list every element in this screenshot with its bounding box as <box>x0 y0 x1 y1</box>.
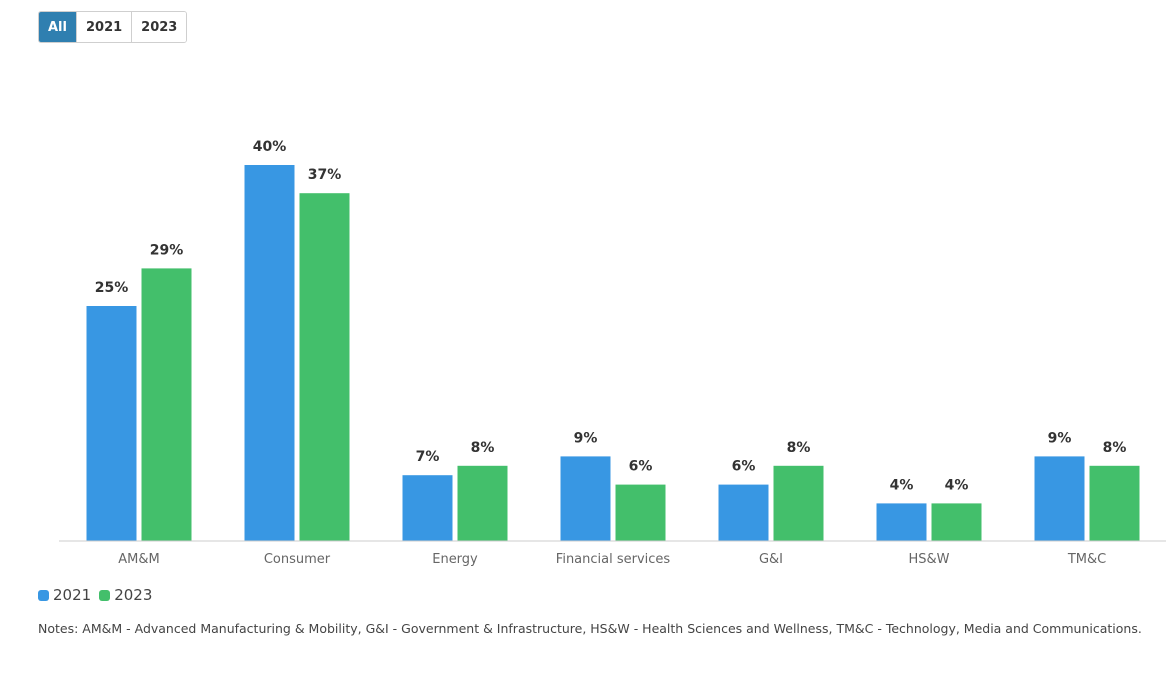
data-label-am-m-2021: 25% <box>95 280 129 296</box>
x-tick-label-financial-services: Financial services <box>556 552 671 567</box>
x-tick-label-am-m: AM&M <box>118 552 159 567</box>
data-labels-layer: 25% 29% 40% 37% 7% 8% 9% 6% 6% 8% 4% 4% 9% 8% <box>95 139 1127 493</box>
data-label-tm-c-2021: 9% <box>1048 430 1072 446</box>
bar-financial-services-2023[interactable] <box>615 484 666 541</box>
data-label-consumer-2023: 37% <box>308 167 342 183</box>
year-filter-group: All 2021 2023 <box>38 11 188 43</box>
x-tick-label-consumer: Consumer <box>264 552 331 567</box>
data-label-energy-2021: 7% <box>416 449 440 465</box>
bar-energy-2021[interactable] <box>402 475 453 541</box>
bar-chart: 25% 29% 40% 37% 7% 8% 9% 6% 6% 8% 4% 4% 9% 8% AM&M Con… <box>59 139 1166 567</box>
bar-g-i-2023[interactable] <box>773 465 824 541</box>
x-tick-label-energy: Energy <box>432 552 478 567</box>
filter-2021-button[interactable]: 2021 <box>76 12 133 42</box>
filter-2023-button[interactable]: 2023 <box>132 12 187 42</box>
legend-item-2023[interactable]: 2023 <box>99 586 152 604</box>
legend-item-2021[interactable]: 2021 <box>38 586 91 604</box>
bar-tm-c-2023[interactable] <box>1089 465 1140 541</box>
bar-am-m-2023[interactable] <box>141 268 192 541</box>
x-axis-ticks: AM&M Consumer Energy Financial services G&I H… <box>118 552 1106 567</box>
bar-hs-w-2021[interactable] <box>876 503 927 541</box>
data-label-financial-services-2023: 6% <box>629 459 653 475</box>
legend-label-2023: 2023 <box>114 586 153 604</box>
legend-swatch-2021 <box>38 589 49 601</box>
x-tick-label-hs-w: HS&W <box>908 552 949 567</box>
x-tick-label-g-i: G&I <box>759 552 783 567</box>
legend-label-2021: 2021 <box>53 586 92 604</box>
data-label-tm-c-2023: 8% <box>1103 440 1127 456</box>
data-label-g-i-2021: 6% <box>732 459 756 475</box>
bar-hs-w-2023[interactable] <box>931 503 982 541</box>
bar-tm-c-2021[interactable] <box>1034 456 1085 541</box>
bar-g-i-2021[interactable] <box>718 484 769 541</box>
data-label-energy-2023: 8% <box>471 440 495 456</box>
legend-swatch-2023 <box>99 589 111 601</box>
data-label-consumer-2021: 40% <box>253 139 287 155</box>
bar-consumer-2021[interactable] <box>244 165 295 541</box>
filter-all-button[interactable]: All <box>39 12 77 42</box>
bar-am-m-2021[interactable] <box>86 306 137 541</box>
bar-energy-2023[interactable] <box>457 465 508 541</box>
bar-financial-services-2021[interactable] <box>560 456 611 541</box>
bars-layer <box>86 165 1140 541</box>
data-label-financial-services-2021: 9% <box>574 430 598 446</box>
legend: 2021 2023 <box>38 586 160 604</box>
bar-consumer-2023[interactable] <box>299 193 350 541</box>
data-label-am-m-2023: 29% <box>150 242 184 258</box>
x-tick-label-tm-c: TM&C <box>1067 552 1106 567</box>
data-label-hs-w-2023: 4% <box>945 477 969 493</box>
chart-notes: Notes: AM&M - Advanced Manufacturing & M… <box>38 621 1142 636</box>
data-label-hs-w-2021: 4% <box>890 477 914 493</box>
data-label-g-i-2023: 8% <box>787 440 811 456</box>
